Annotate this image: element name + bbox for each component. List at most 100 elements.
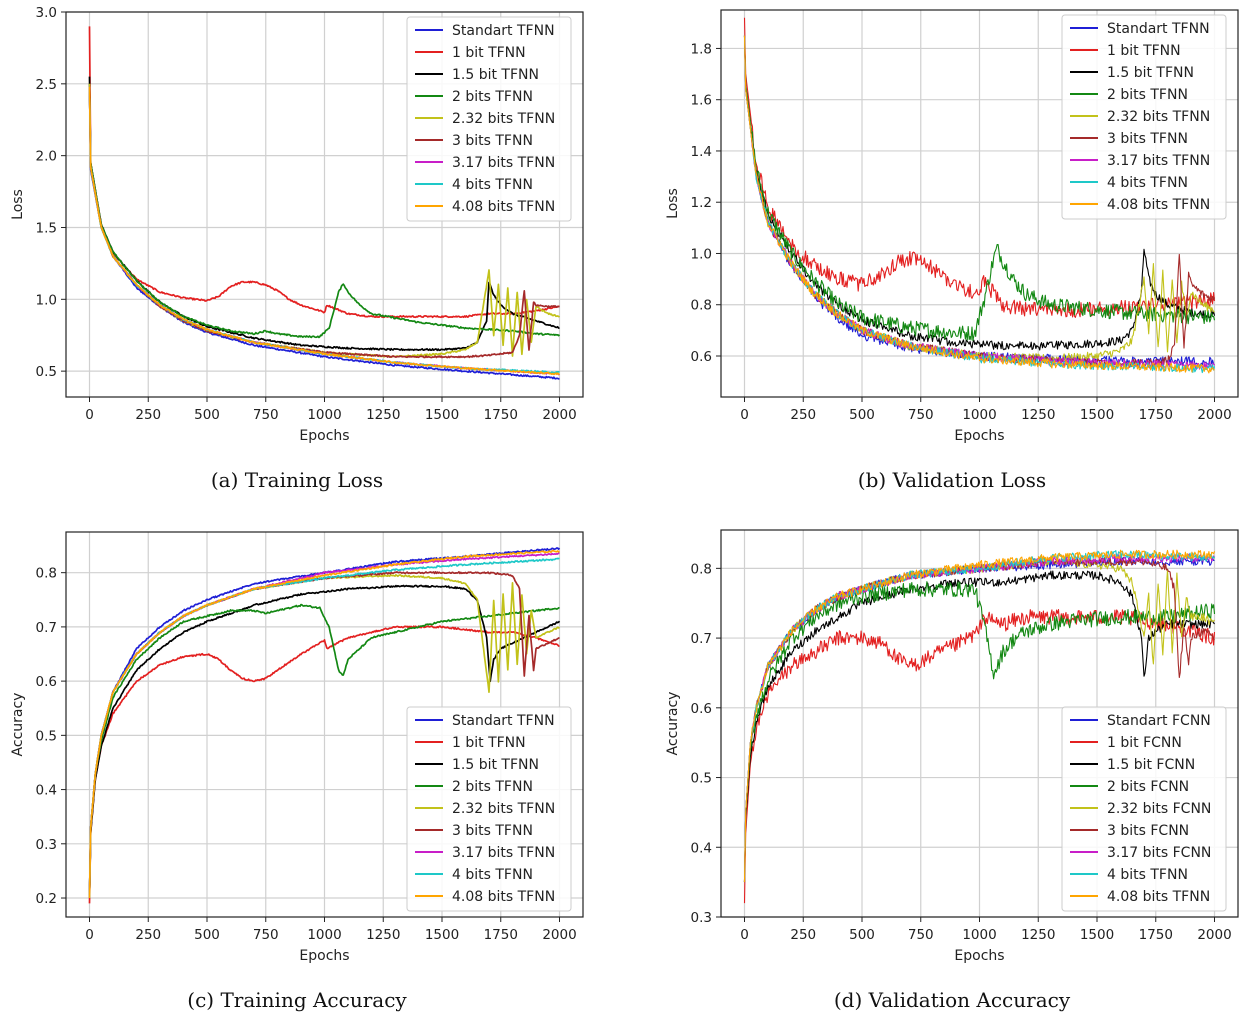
- x-tick-label: 750: [253, 927, 279, 943]
- y-tick-label: 2.0: [36, 149, 57, 165]
- x-tick-label: 500: [849, 407, 875, 423]
- x-tick-label: 0: [85, 927, 94, 943]
- y-tick-label: 1.6: [691, 93, 712, 109]
- legend-box: [406, 16, 572, 222]
- x-tick-label: 750: [908, 927, 934, 943]
- legend-entry: 3 bits TFNN: [452, 133, 533, 149]
- legend-entry: 2 bits TFNN: [452, 779, 533, 795]
- x-tick-label: 250: [790, 407, 816, 423]
- x-tick-label: 2000: [1197, 927, 1231, 943]
- legend-entry: 2 bits FCNN: [1107, 779, 1189, 795]
- x-tick-label: 1000: [307, 407, 341, 423]
- x-tick-label: 1250: [1021, 927, 1055, 943]
- series-line-3: [743, 581, 1216, 883]
- series-line-2: [88, 584, 561, 899]
- legend: Standart TFNN 1 bit TFNN 1.5 bit TFNN 2 bit…: [406, 706, 572, 912]
- legend-entry: 2 bits TFNN: [1107, 87, 1188, 103]
- y-tick-label: 1.5: [36, 220, 57, 236]
- legend-entry: 2.32 bits FCNN: [1107, 801, 1211, 817]
- x-tick-label: 1750: [1139, 927, 1173, 943]
- caption-training-accuracy: (c) Training Accuracy: [187, 988, 407, 1012]
- legend: Standart FCNN 1 bit FCNN 1.5 bit FCNN 2 bit…: [1061, 706, 1227, 912]
- x-tick-label: 0: [740, 407, 749, 423]
- x-tick-label: 2000: [542, 927, 576, 943]
- y-tick-label: 0.6: [36, 674, 57, 690]
- x-tick-label: 1000: [962, 927, 996, 943]
- series-line-8: [743, 35, 1215, 374]
- chart-validation-accuracy: 0 250 500 750 1000 1250 1500 1750 2000 0.3 0.4 0.5 0…: [665, 529, 1239, 964]
- series-lines: [88, 547, 561, 904]
- legend-entry: Standart TFNN: [452, 713, 555, 729]
- y-tick-label: 0.3: [36, 837, 57, 853]
- x-tick-label: 1000: [307, 927, 341, 943]
- legend-entry: 3 bits FCNN: [1107, 823, 1189, 839]
- x-axis-label: Epochs: [299, 948, 349, 964]
- y-tick-label: 0.5: [36, 364, 57, 380]
- x-axis-label: Epochs: [954, 428, 1004, 444]
- panel-validation-loss: 0 250 500 750 1000 1250 1500 1750 2000 0.6 0.8 1.0 1…: [650, 0, 1244, 450]
- x-tick-label: 1500: [425, 407, 459, 423]
- x-tick-label: 750: [908, 407, 934, 423]
- series-line-2: [743, 570, 1215, 883]
- legend-entry: 1 bit TFNN: [1107, 43, 1181, 59]
- x-tick-label: 750: [253, 407, 279, 423]
- legend-entry: 2.32 bits TFNN: [452, 111, 555, 127]
- x-tick-label: 1750: [1139, 407, 1173, 423]
- chart-training-loss: 0 250 500 750 1000 1250 1500 1750 2000 0.5 1.0 1.5 2…: [10, 5, 584, 444]
- series-line-3: [743, 35, 1216, 342]
- y-axis-label: Accuracy: [665, 692, 681, 756]
- y-tick-label: 0.6: [691, 701, 712, 717]
- x-tick-label: 250: [790, 927, 816, 943]
- legend-box: [406, 706, 572, 912]
- x-axis-label: Epochs: [299, 428, 349, 444]
- y-tick-label: 0.5: [36, 728, 57, 744]
- x-tick-label: 1500: [1080, 927, 1114, 943]
- legend-entry: 1 bit TFNN: [452, 45, 526, 61]
- x-tick-label: 1000: [962, 407, 996, 423]
- legend-entry: 3.17 bits FCNN: [1107, 845, 1211, 861]
- caption-validation-loss: (b) Validation Loss: [857, 468, 1047, 492]
- y-tick-label: 0.7: [691, 631, 712, 647]
- legend-entry: 1.5 bit FCNN: [1107, 757, 1195, 773]
- x-tick-label: 500: [194, 407, 220, 423]
- legend-entry: 3 bits TFNN: [1107, 131, 1188, 147]
- legend-entry: 3.17 bits TFNN: [452, 845, 555, 861]
- legend-entry: 1 bit TFNN: [452, 735, 526, 751]
- legend-box: [1061, 14, 1227, 220]
- series-line-8: [743, 549, 1216, 883]
- x-tick-label: 1750: [484, 407, 518, 423]
- series-line-3: [88, 603, 560, 899]
- x-tick-label: 250: [135, 407, 161, 423]
- y-tick-label: 1.2: [691, 195, 712, 211]
- legend: Standart TFNN 1 bit TFNN 1.5 bit TFNN 2 bit…: [1061, 14, 1227, 220]
- legend-entry: 1.5 bit TFNN: [452, 67, 539, 83]
- y-axis-label: Loss: [10, 189, 26, 220]
- panel-validation-accuracy: 0 250 500 750 1000 1250 1500 1750 2000 0.3 0.4 0.5 0…: [650, 520, 1244, 970]
- series-line-1: [743, 17, 1216, 318]
- y-tick-label: 1.8: [691, 41, 712, 57]
- y-tick-label: 0.8: [691, 561, 712, 577]
- legend-entry: 2.32 bits TFNN: [452, 801, 555, 817]
- chart-validation-loss: 0 250 500 750 1000 1250 1500 1750 2000 0.6 0.8 1.0 1…: [665, 9, 1239, 444]
- legend-entry: 1.5 bit TFNN: [452, 757, 539, 773]
- legend-entry: Standart FCNN: [1107, 713, 1211, 729]
- series-lines: [743, 17, 1216, 374]
- legend-entry: 4.08 bits TFNN: [452, 889, 555, 905]
- legend-entry: 4.08 bits TFNN: [1107, 197, 1210, 213]
- series-line-2: [743, 35, 1216, 351]
- series-line-1: [88, 26, 560, 319]
- y-tick-label: 0.3: [691, 910, 712, 926]
- x-axis-label: Epochs: [954, 948, 1004, 964]
- legend-entry: 1.5 bit TFNN: [1107, 65, 1194, 81]
- legend-entry: 3 bits TFNN: [452, 823, 533, 839]
- x-tick-label: 500: [194, 927, 220, 943]
- y-tick-label: 0.6: [691, 349, 712, 365]
- legend-entry: 4 bits TFNN: [452, 177, 533, 193]
- caption-validation-accuracy: (d) Validation Accuracy: [833, 988, 1071, 1012]
- y-tick-label: 0.8: [691, 298, 712, 314]
- legend-entry: 4.08 bits TFNN: [1107, 889, 1210, 905]
- x-tick-label: 1750: [484, 927, 518, 943]
- x-tick-label: 1250: [366, 407, 400, 423]
- legend-entry: 4 bits TFNN: [1107, 175, 1188, 191]
- legend-entry: Standart TFNN: [452, 23, 555, 39]
